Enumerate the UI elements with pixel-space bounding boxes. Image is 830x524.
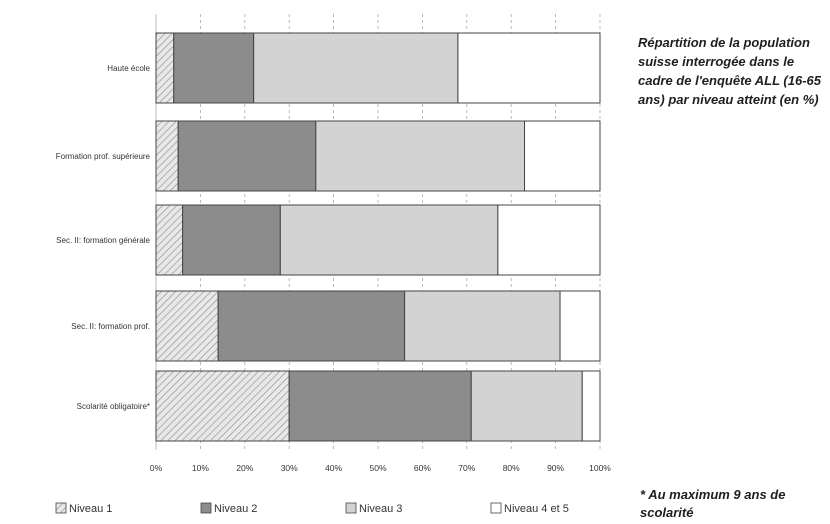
- x-tick-label: 40%: [325, 463, 342, 473]
- bar-segment: [155, 32, 175, 104]
- bar-segment: [470, 370, 583, 442]
- category-label: Haute école: [107, 64, 150, 73]
- legend-swatch: [490, 502, 502, 514]
- bars: [155, 32, 601, 442]
- x-tick-label: 80%: [503, 463, 520, 473]
- category-label: Sec. II: formation prof.: [71, 322, 150, 331]
- x-axis-ticks: 0% 10% 20% 30% 40% 50% 60% 70% 80% 90% 100%: [150, 463, 611, 473]
- bar-segment: [217, 290, 406, 362]
- bar-segment: [559, 290, 601, 362]
- bar-segment: [155, 370, 290, 442]
- legend-swatch: [345, 502, 357, 514]
- chart-side-title: Répartition de la population suisse inte…: [638, 35, 821, 107]
- legend-swatch: [200, 502, 212, 514]
- x-tick-label: 60%: [414, 463, 431, 473]
- x-tick-label: 30%: [281, 463, 298, 473]
- bar-segment: [253, 32, 459, 104]
- bar-segment: [404, 290, 561, 362]
- bar-segment: [182, 204, 281, 276]
- x-tick-label: 100%: [589, 463, 611, 473]
- category-label: Sec. II: formation générale: [56, 236, 150, 245]
- bar-segment: [155, 120, 179, 192]
- footnote: * Au maximum 9 ans de scolarité: [640, 487, 786, 520]
- x-tick-label: 90%: [547, 463, 564, 473]
- bar-segment: [173, 32, 255, 104]
- bar-segment: [279, 204, 499, 276]
- bar-segment: [315, 120, 526, 192]
- bar-segment: [288, 370, 472, 442]
- legend-label: Niveau 4 et 5: [504, 503, 569, 515]
- bar-segment: [457, 32, 601, 104]
- legend-label: Niveau 1: [69, 503, 112, 515]
- category-label: Formation prof. supérieure: [56, 152, 151, 161]
- x-tick-label: 50%: [369, 463, 386, 473]
- bar-segment: [155, 290, 219, 362]
- legend-swatch: [55, 502, 67, 514]
- x-tick-label: 70%: [458, 463, 475, 473]
- legend: Niveau 1 Niveau 2 Niveau 3 Niveau 4 et 5: [55, 502, 569, 515]
- x-tick-label: 20%: [236, 463, 253, 473]
- x-tick-label: 10%: [192, 463, 209, 473]
- bar-segment: [497, 204, 601, 276]
- bar-segment: [524, 120, 601, 192]
- category-label: Scolarité obligatoire*: [77, 402, 150, 411]
- bar-segment: [155, 204, 184, 276]
- legend-label: Niveau 3: [359, 503, 402, 515]
- category-labels: Haute école Formation prof. supérieure Sec…: [56, 64, 151, 411]
- bar-segment: [581, 370, 601, 442]
- bar-segment: [177, 120, 317, 192]
- legend-label: Niveau 2: [214, 503, 257, 515]
- x-tick-label: 0%: [150, 463, 163, 473]
